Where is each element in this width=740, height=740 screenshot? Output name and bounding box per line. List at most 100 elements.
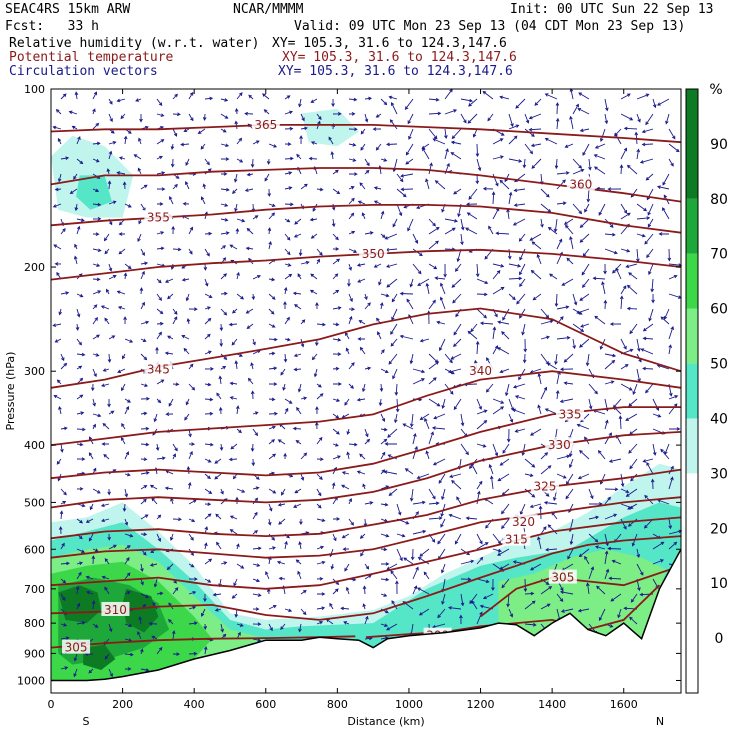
wind-vector-45 (69, 188, 78, 195)
wind-vector-1341 (632, 383, 638, 395)
wind-vector-72 (75, 585, 80, 595)
wind-vector-733 (356, 397, 366, 402)
wind-vector-864 (428, 162, 433, 175)
wind-vector-189 (124, 591, 131, 595)
wind-vector-967 (468, 98, 478, 107)
wind-vector-1117 (540, 218, 544, 228)
wind-vector-429 (232, 188, 238, 194)
wind-vector-1007 (492, 155, 504, 160)
wind-vector-1270 (604, 380, 615, 385)
wind-vector-829 (400, 187, 414, 192)
wind-vector-60 (76, 411, 85, 415)
wind-vector-1018 (479, 321, 494, 326)
wind-vector-458 (236, 623, 244, 627)
wind-vector-1157 (549, 273, 558, 280)
wind-vector-1350 (627, 518, 638, 527)
wind-vector-822 (386, 623, 398, 631)
wind-vector-79 (92, 108, 96, 115)
wind-vector-351 (200, 143, 206, 150)
wind-vector-473 (251, 293, 256, 301)
terrain-layer (51, 548, 682, 693)
wind-vector-896 (444, 109, 458, 115)
wind-vector-877 (428, 361, 440, 370)
wind-vector-557 (283, 452, 287, 460)
wind-vector-1055 (497, 347, 510, 355)
wind-vector-582 (292, 291, 302, 296)
wind-vector-742 (359, 533, 366, 539)
wind-vector-17 (60, 353, 65, 362)
wind-vector-1254 (594, 143, 606, 149)
wind-vector-705 (348, 518, 354, 526)
wind-vector-495 (252, 622, 262, 626)
wind-vector-293 (165, 412, 174, 416)
wind-vector-853 (410, 548, 415, 561)
theta-label-320: 320 (512, 515, 535, 529)
wind-vector-969 (472, 128, 478, 138)
wind-vector-1346 (629, 458, 638, 470)
wind-vector-55 (76, 338, 82, 346)
wind-vector-708 (344, 563, 350, 572)
wind-vector-932 (460, 113, 467, 124)
wind-vector-649 (331, 218, 336, 228)
wind-vector-521 (268, 453, 277, 460)
wind-vector-373 (204, 473, 211, 480)
wind-vector-1090 (522, 353, 527, 364)
wind-vector-448 (232, 473, 238, 480)
wind-vector-884 (416, 473, 430, 480)
wind-vector-295 (172, 443, 178, 452)
wind-vector-908 (440, 282, 446, 295)
wind-vector-443 (229, 396, 238, 400)
wind-vector-764 (379, 302, 384, 310)
colorbar-tick-10: 10 (710, 576, 728, 592)
wind-vector-659 (332, 366, 340, 371)
wind-vector-470 (245, 246, 254, 251)
wind-vector-545 (284, 273, 293, 280)
wind-vector-1409 (668, 344, 673, 355)
wind-vector-478 (250, 362, 254, 370)
wind-vector-549 (284, 337, 291, 342)
wind-vector-504 (268, 203, 276, 208)
wind-vector-982 (470, 323, 478, 333)
wind-vector-44 (73, 173, 78, 180)
wind-vector-1079 (513, 188, 526, 193)
wind-vector-1137 (538, 505, 543, 520)
wind-vector-261 (151, 497, 158, 505)
wind-vector-1038 (499, 95, 510, 100)
y-tick-label-600: 600 (24, 543, 45, 556)
wind-vector-135 (102, 368, 110, 372)
wind-vector-641 (331, 98, 335, 108)
wind-vector-999 (476, 578, 490, 584)
wind-vector-1309 (618, 415, 623, 430)
wind-vector-783 (380, 593, 388, 597)
wind-vector-1192 (561, 278, 574, 286)
wind-vector-1407 (660, 316, 670, 325)
valid-time: Valid: 09 UTC Mon 23 Sep 13 (04 CDT Mon … (294, 19, 686, 34)
wind-vector-1359 (645, 113, 654, 126)
wind-vector-344 (188, 605, 197, 610)
wind-vector-452 (229, 529, 238, 535)
wind-vector-863 (422, 147, 430, 160)
wind-vector-41 (71, 125, 78, 130)
wind-vector-992 (470, 462, 478, 475)
wind-vector-797 (385, 248, 398, 252)
wind-vector-1081 (512, 218, 526, 226)
wind-vector-625 (316, 393, 324, 400)
wind-vector-662 (332, 413, 340, 419)
wind-vector-724 (356, 263, 366, 267)
wind-vector-988 (476, 409, 488, 415)
wind-vector-1229 (576, 308, 590, 315)
wind-vector-511 (268, 308, 275, 315)
wind-vector-222 (140, 498, 147, 505)
wind-vector-657 (332, 338, 342, 342)
wind-vector-1198 (559, 367, 574, 372)
wind-vector-1152 (556, 201, 567, 206)
wind-vector-40 (68, 110, 78, 115)
wind-vector-455 (233, 578, 238, 587)
wind-vector-689 (347, 278, 351, 287)
wind-vector-1294 (620, 203, 628, 214)
wind-vector-30 (60, 542, 65, 550)
wind-vector-684 (348, 197, 355, 205)
wind-vector-1085 (519, 278, 526, 288)
wind-vector-1097 (524, 458, 536, 468)
